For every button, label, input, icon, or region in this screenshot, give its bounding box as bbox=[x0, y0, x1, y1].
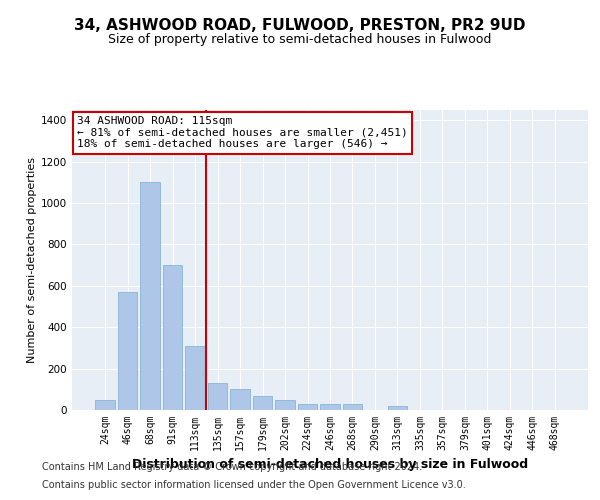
Bar bbox=[320, 404, 340, 410]
Bar bbox=[343, 404, 362, 410]
Bar bbox=[253, 396, 272, 410]
Bar bbox=[275, 400, 295, 410]
Bar bbox=[95, 400, 115, 410]
Bar bbox=[118, 292, 137, 410]
Bar bbox=[208, 383, 227, 410]
Y-axis label: Number of semi-detached properties: Number of semi-detached properties bbox=[27, 157, 37, 363]
Bar bbox=[163, 265, 182, 410]
Bar bbox=[298, 404, 317, 410]
Bar bbox=[230, 390, 250, 410]
Text: 34, ASHWOOD ROAD, FULWOOD, PRESTON, PR2 9UD: 34, ASHWOOD ROAD, FULWOOD, PRESTON, PR2 … bbox=[74, 18, 526, 32]
Text: Contains HM Land Registry data © Crown copyright and database right 2024.: Contains HM Land Registry data © Crown c… bbox=[42, 462, 422, 472]
Text: 34 ASHWOOD ROAD: 115sqm
← 81% of semi-detached houses are smaller (2,451)
18% of: 34 ASHWOOD ROAD: 115sqm ← 81% of semi-de… bbox=[77, 116, 408, 149]
Text: Contains public sector information licensed under the Open Government Licence v3: Contains public sector information licen… bbox=[42, 480, 466, 490]
Bar bbox=[185, 346, 205, 410]
Bar bbox=[388, 406, 407, 410]
Text: Size of property relative to semi-detached houses in Fulwood: Size of property relative to semi-detach… bbox=[109, 32, 491, 46]
Bar bbox=[140, 182, 160, 410]
X-axis label: Distribution of semi-detached houses by size in Fulwood: Distribution of semi-detached houses by … bbox=[132, 458, 528, 471]
